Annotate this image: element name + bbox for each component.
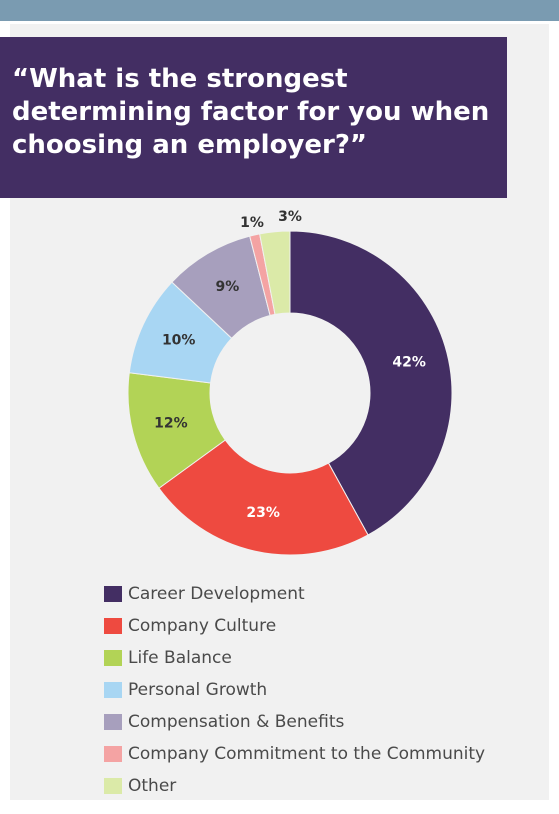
slice-label-company-commitment-to-the-community: 1%	[240, 215, 264, 231]
legend-swatch	[104, 618, 122, 634]
slice-label-company-culture: 23%	[246, 505, 280, 521]
legend-label: Career Development	[128, 584, 305, 604]
slice-label-life-balance: 12%	[154, 416, 188, 432]
legend-label: Life Balance	[128, 648, 232, 668]
slice-label-career-development: 42%	[392, 354, 426, 370]
legend-swatch	[104, 650, 122, 666]
legend-swatch	[104, 586, 122, 602]
legend-item-career-development: Career Development	[104, 578, 485, 610]
legend-label: Company Culture	[128, 616, 277, 636]
legend-swatch	[104, 746, 122, 762]
legend-swatch	[104, 778, 122, 794]
legend-label: Compensation & Benefits	[128, 712, 345, 732]
slice-career-development	[289, 230, 453, 536]
legend-item-personal-growth: Personal Growth	[104, 674, 485, 706]
slice-company-culture	[158, 439, 369, 556]
chart-title: “What is the strongest determining facto…	[12, 64, 490, 160]
legend-label: Other	[128, 776, 177, 796]
legend-item-compensation-benefits: Compensation & Benefits	[104, 706, 485, 738]
legend-item-company-culture: Company Culture	[104, 610, 485, 642]
title-banner: “What is the strongest determining facto…	[0, 37, 507, 198]
slice-other	[259, 230, 291, 316]
top-bar	[0, 0, 559, 21]
legend-item-other: Other	[104, 770, 485, 802]
legend-swatch	[104, 682, 122, 698]
legend-swatch	[104, 714, 122, 730]
slice-label-personal-growth: 10%	[162, 333, 196, 349]
slice-label-compensation-benefits: 9%	[215, 279, 239, 295]
legend-item-life-balance: Life Balance	[104, 642, 485, 674]
legend-label: Personal Growth	[128, 680, 268, 700]
chart-legend: Career Development Company Culture Life Ba…	[104, 578, 485, 802]
slice-label-other: 3%	[278, 209, 302, 225]
legend-item-company-commitment-to-the-community: Company Commitment to the Community	[104, 738, 485, 770]
legend-label: Company Commitment to the Community	[128, 744, 486, 764]
